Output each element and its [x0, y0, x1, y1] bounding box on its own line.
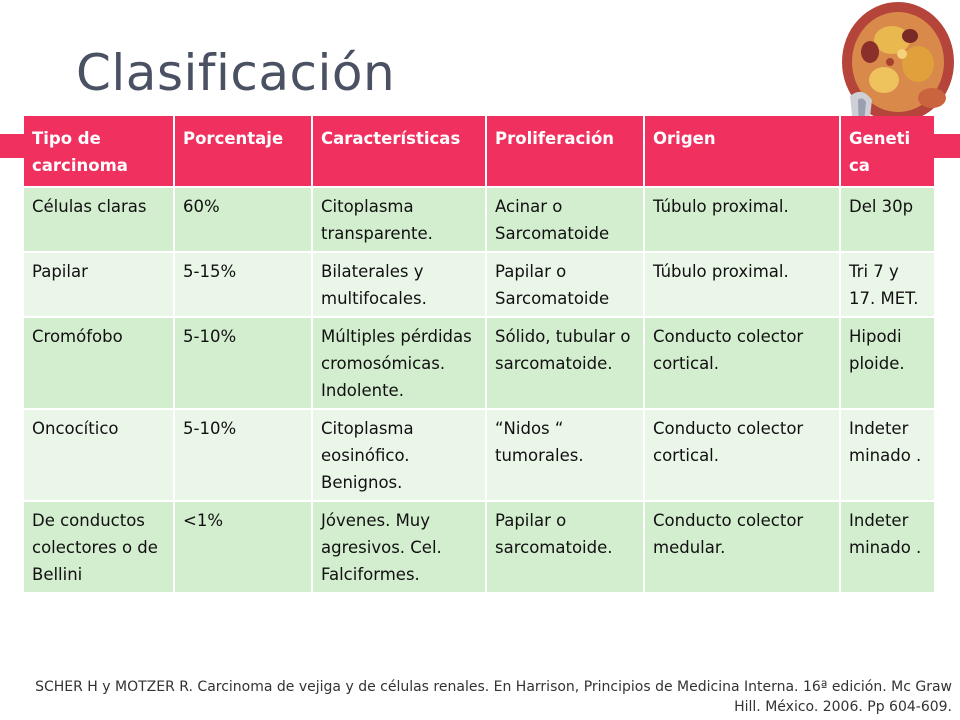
table-cell: Citoplasma transparente.: [312, 186, 487, 252]
table-cell: Papilar: [24, 251, 175, 317]
table-cell: Citoplasma eosinófico. Benignos.: [312, 408, 487, 501]
column-header: Tipo de carcinoma: [24, 116, 175, 187]
table-cell: Papilar o Sarcomatoide: [486, 251, 645, 317]
table-header-row: Tipo de carcinoma Porcentaje Característ…: [24, 116, 934, 187]
table-cell: Acinar o Sarcomatoide: [486, 186, 645, 252]
accent-bar-right: [934, 134, 960, 158]
kidney-illustration: [842, 2, 954, 134]
table-cell: Sólido, tubular o sarcomatoide.: [486, 316, 645, 409]
column-header: Origen: [644, 116, 841, 187]
slide-title: Clasificación: [76, 44, 396, 102]
table-cell: Indeter minado .: [840, 500, 934, 592]
table-cell: 60%: [174, 186, 313, 252]
table-row: De conductos colectores o de Bellini <1%…: [24, 500, 934, 592]
table-cell: Túbulo proximal.: [644, 186, 841, 252]
reference-citation: SCHER H y MOTZER R. Carcinoma de vejiga …: [35, 679, 952, 715]
table-cell: Papilar o sarcomatoide.: [486, 500, 645, 592]
table-cell: Células claras: [24, 186, 175, 252]
table-cell: “Nidos “ tumorales.: [486, 408, 645, 501]
table-cell: 5-10%: [174, 408, 313, 501]
column-header: Porcentaje: [174, 116, 313, 187]
table-cell: Del 30p: [840, 186, 934, 252]
table-row: Papilar 5-15% Bilaterales y multifocales…: [24, 251, 934, 317]
table-cell: 5-10%: [174, 316, 313, 409]
table-cell: Múltiples pérdidas cromosómicas. Indolen…: [312, 316, 487, 409]
table-cell: 5-15%: [174, 251, 313, 317]
table-cell: Conducto colector medular.: [644, 500, 841, 592]
table-cell: Hipodi ploide.: [840, 316, 934, 409]
table-cell: Oncocítico: [24, 408, 175, 501]
table-row: Células claras 60% Citoplasma transparen…: [24, 186, 934, 252]
table-cell: De conductos colectores o de Bellini: [24, 500, 175, 592]
table-cell: Cromófobo: [24, 316, 175, 409]
table-cell: Jóvenes. Muy agresivos. Cel. Falciformes…: [312, 500, 487, 592]
table-row: Cromófobo 5-10% Múltiples pérdidas cromo…: [24, 316, 934, 409]
accent-bar-left: [0, 134, 24, 158]
table-cell: Bilaterales y multifocales.: [312, 251, 487, 317]
table-cell: Tri 7 y 17. MET.: [840, 251, 934, 317]
table-cell: <1%: [174, 500, 313, 592]
classification-table: Tipo de carcinoma Porcentaje Característ…: [24, 116, 934, 592]
table-cell: Indeter minado .: [840, 408, 934, 501]
table-cell: Conducto colector cortical.: [644, 408, 841, 501]
table-cell: Túbulo proximal.: [644, 251, 841, 317]
column-header: Geneti ca: [840, 116, 934, 187]
table-cell: Conducto colector cortical.: [644, 316, 841, 409]
column-header: Características: [312, 116, 487, 187]
column-header: Proliferación: [486, 116, 645, 187]
table-row: Oncocítico 5-10% Citoplasma eosinófico. …: [24, 408, 934, 501]
